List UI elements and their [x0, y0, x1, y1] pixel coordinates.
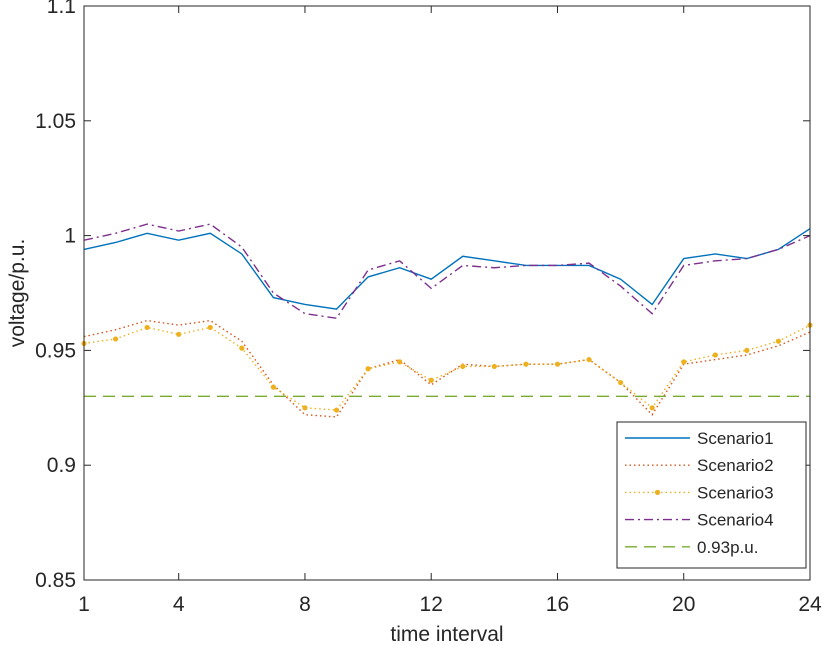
- legend-label-1: Scenario1: [697, 429, 774, 448]
- series-line-2: [83, 319, 811, 418]
- series-3-point: [144, 324, 150, 331]
- series-3-point: [112, 336, 119, 342]
- x-tick-label: 12: [420, 593, 443, 616]
- series-3-point: [586, 356, 592, 363]
- series-3-point: [302, 405, 308, 411]
- series-3-point: [239, 345, 245, 351]
- y-tick-label: 0.95: [35, 339, 76, 362]
- series-3-point: [523, 361, 529, 367]
- x-tick-label: 4: [173, 593, 185, 616]
- x-tick-label: 1: [78, 593, 90, 616]
- series-3-point: [176, 331, 182, 337]
- y-axis-label: voltage/p.u.: [6, 239, 29, 348]
- tick-layer: 1 4 8 12 16 20 24 0.85 0.9 0.95 1 1.05 1.1: [35, 0, 822, 616]
- series-3-point: [744, 347, 750, 353]
- series-3-point: [649, 405, 655, 411]
- series-3-point: [333, 407, 340, 413]
- series-3-point: [270, 384, 276, 390]
- legend-box: [616, 421, 807, 569]
- y-tick-label: 0.9: [47, 454, 76, 477]
- series-3-point: [428, 377, 434, 383]
- legend: Scenario1 Scenario2 Scenario3 Scenario4 0.93…: [616, 421, 807, 569]
- y-tick-label: 1.1: [47, 0, 76, 18]
- legend-label-3: Scenario3: [697, 483, 774, 502]
- legend-label-4: Scenario4: [697, 511, 774, 530]
- series-line-1: [83, 228, 811, 310]
- x-tick-label: 20: [672, 593, 695, 616]
- series-3-point: [554, 361, 561, 367]
- x-tick-label: 8: [299, 593, 311, 616]
- axes-box: [83, 5, 811, 581]
- series-3-point: [207, 324, 213, 331]
- series-3-point: [681, 359, 687, 365]
- series-3-point: [397, 359, 403, 365]
- legend-label-2: Scenario2: [697, 456, 774, 475]
- y-tick-label: 1: [64, 225, 76, 248]
- x-tick-label: 16: [546, 593, 569, 616]
- series-line-3: [83, 324, 811, 411]
- series-3-point: [618, 379, 624, 386]
- legend-marker: [654, 489, 661, 495]
- series-3-point: [712, 352, 718, 358]
- legend-label-5: 0.93p.u.: [697, 538, 758, 557]
- series-line-4: [83, 223, 811, 320]
- y-tick-label: 1.05: [35, 110, 76, 133]
- y-tick-label: 0.85: [35, 569, 76, 592]
- series-3-point: [460, 363, 466, 370]
- series-3-point: [365, 366, 371, 372]
- series-3-point: [491, 363, 497, 370]
- x-axis-label: time interval: [390, 623, 503, 645]
- series-3-point: [775, 338, 782, 344]
- series-layer: [81, 223, 813, 418]
- x-tick-label: 24: [798, 593, 822, 616]
